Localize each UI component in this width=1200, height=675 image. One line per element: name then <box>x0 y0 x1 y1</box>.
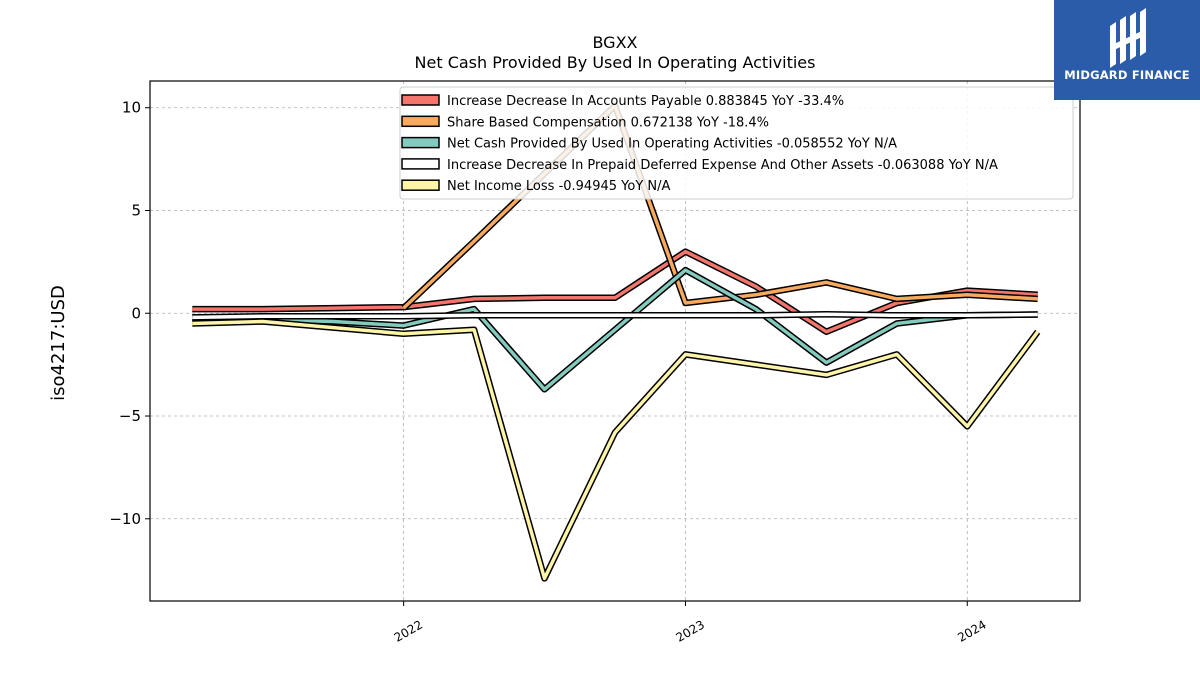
series-line-2 <box>192 268 1038 392</box>
legend-label-0: Increase Decrease In Accounts Payable 0.… <box>447 94 844 109</box>
x-tick-label-0: 2022 <box>392 617 425 644</box>
legend-swatch-1 <box>401 115 440 128</box>
x-tick-label-2: 2024 <box>955 617 988 644</box>
legend-swatch-0 <box>401 94 440 106</box>
series-line-1 <box>402 103 1038 310</box>
legend-label-1: Share Based Compensation 0.672138 YoY -1… <box>447 115 769 130</box>
midgard-finance-logo: MIDGARD FINANCE <box>1054 0 1200 100</box>
legend-label-4: Net Income Loss -0.94945 YoY N/A <box>447 179 670 194</box>
series-lines <box>192 102 1041 582</box>
legend-label-3: Increase Decrease In Prepaid Deferred Ex… <box>447 158 998 173</box>
legend-swatch-3 <box>401 158 440 170</box>
plot-frame <box>149 80 1081 602</box>
series-line-0 <box>192 249 1038 334</box>
midgard-logo-icon <box>1110 8 1146 68</box>
legend-swatch-2 <box>401 136 440 149</box>
legend: Increase Decrease In Accounts Payable 0.… <box>399 86 1074 200</box>
series-line-4 <box>192 319 1040 581</box>
y-tick-label-2: 0 <box>131 304 141 322</box>
chart-subtitle: Net Cash Provided By Used In Operating A… <box>415 53 816 72</box>
y-tick-label-3: −5 <box>119 407 141 425</box>
y-axis-label: iso4217:USD <box>48 285 69 401</box>
y-tick-label-0: 10 <box>122 99 141 117</box>
legend-swatch-4 <box>401 179 440 191</box>
chart-title: BGXX <box>592 33 637 52</box>
series-outline-4 <box>192 318 1041 582</box>
y-tick-label-4: −10 <box>109 510 141 528</box>
series-line-3 <box>192 312 1038 320</box>
legend-label-2: Net Cash Provided By Used In Operating A… <box>447 137 897 152</box>
x-tick-label-1: 2023 <box>674 617 707 644</box>
legend-box <box>399 86 1074 200</box>
y-tick-label-1: 5 <box>131 201 141 219</box>
logo-text: MIDGARD FINANCE <box>1064 68 1190 82</box>
